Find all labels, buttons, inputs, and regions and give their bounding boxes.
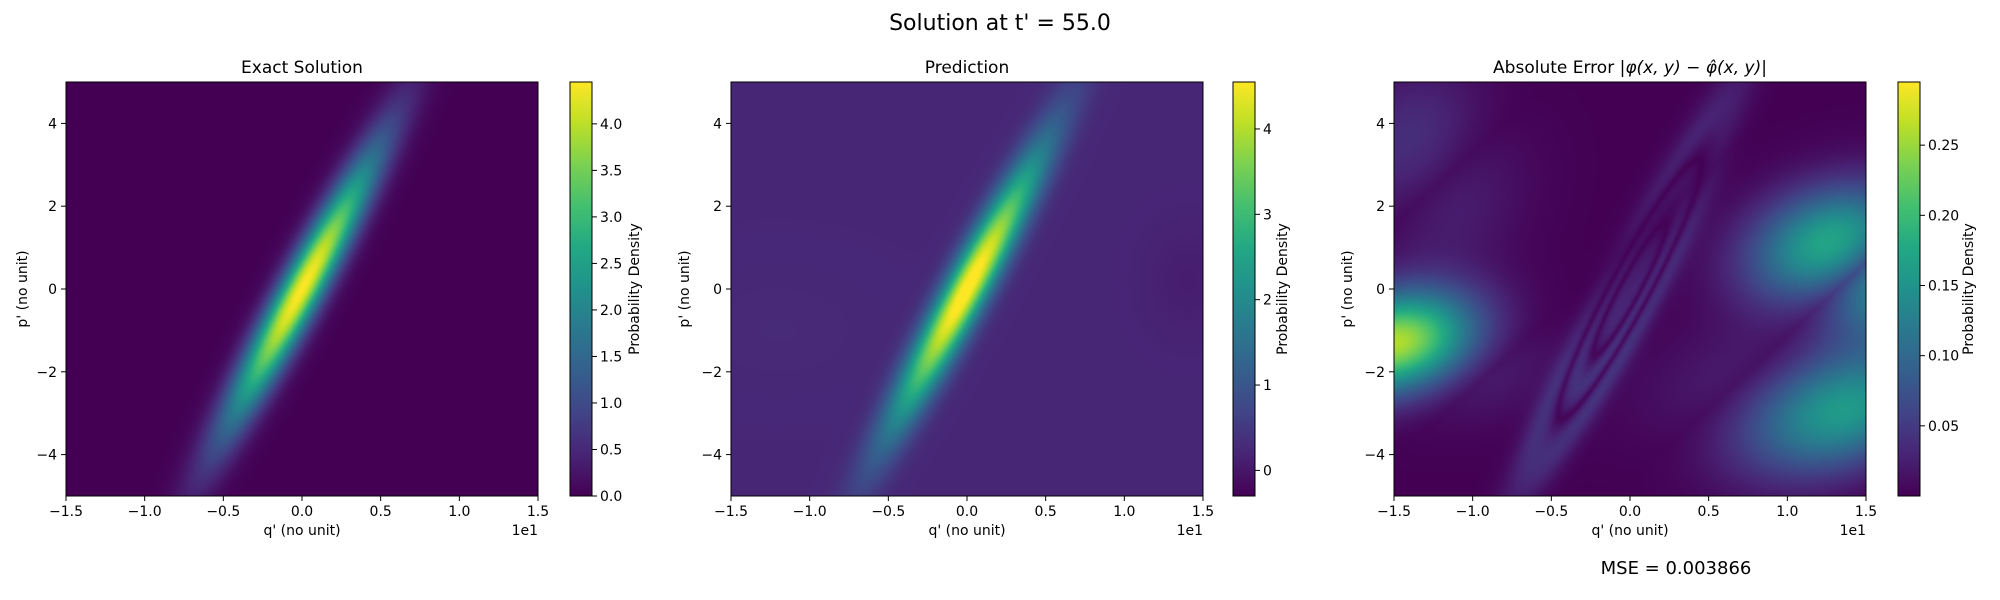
colorbar-tick-label: 3.0 [600, 210, 622, 226]
x-tick-label: 1.0 [448, 504, 470, 520]
colorbar-tick-label: 2 [1263, 293, 1272, 309]
y-tick-label: 0 [1376, 282, 1385, 298]
y-tick-label: 0 [48, 282, 57, 298]
y-tick-label: 0 [713, 282, 722, 298]
panel-title-error: Absolute Error |φ(x, y) − φ̂(x, y)| [1493, 58, 1767, 78]
y-tick-label: −2 [1364, 365, 1385, 381]
panel-exact-solution: Exact Solution −1.5 −1.0 −0.5 0.0 0.5 1.0 1.5 … [15, 58, 643, 539]
colorbar-tick-label: 2.5 [600, 256, 622, 272]
y-tick-label: 4 [1376, 116, 1385, 132]
colorbar-tick-label: 4 [1263, 122, 1272, 138]
x-tick-label: −1.5 [714, 504, 748, 520]
figure-title: Solution at t' = 55.0 [889, 11, 1111, 36]
x-tick-label: 0.0 [291, 504, 313, 520]
mse-text: MSE = 0.003866 [1601, 558, 1752, 579]
x-tick-label: 1.5 [527, 504, 549, 520]
x-ticks-error: −1.5 −1.0 −0.5 0.0 0.5 1.0 1.5 [1377, 496, 1877, 520]
x-tick-label: −0.5 [871, 504, 905, 520]
y-tick-label: −4 [1364, 448, 1385, 464]
heatmap-prediction [731, 82, 1203, 496]
panel-title-error-text: Absolute Error [1493, 58, 1614, 78]
colorbar-prediction [1232, 81, 1256, 497]
x-axis-label-exact: q' (no unit) [263, 523, 340, 539]
panel-prediction: Prediction −1.5 −1.0 −0.5 0.0 0.5 1.0 1.5 −4 −2… [677, 58, 1291, 539]
x-tick-label: 1.5 [1855, 504, 1877, 520]
y-tick-label: 2 [48, 199, 57, 215]
colorbar-tick-label: 3 [1263, 207, 1272, 223]
colorbar-tick-label: 3.5 [600, 163, 622, 179]
y-tick-label: 2 [713, 199, 722, 215]
y-tick-label: −2 [36, 365, 57, 381]
x-tick-label: 0.5 [1698, 504, 1720, 520]
heatmap-error [1394, 82, 1866, 496]
colorbar-tick-label: 4.0 [600, 117, 622, 133]
x-tick-label: 1.0 [1776, 504, 1798, 520]
colorbar-ticks-prediction: 0 1 2 3 4 [1255, 122, 1272, 479]
x-tick-label: −1.0 [128, 504, 162, 520]
y-axis-label-exact: p' (no unit) [15, 250, 31, 327]
x-axis-label-prediction: q' (no unit) [928, 523, 1005, 539]
y-tick-label: 4 [48, 116, 57, 132]
x-tick-label: 0.5 [1035, 504, 1057, 520]
colorbar-tick-label: 1.0 [600, 396, 622, 412]
x-tick-label: 0.0 [1619, 504, 1641, 520]
x-ticks-prediction: −1.5 −1.0 −0.5 0.0 0.5 1.0 1.5 [714, 496, 1214, 520]
y-tick-label: −4 [701, 448, 722, 464]
x-offset-text-exact: 1e1 [512, 523, 538, 539]
colorbar-label-error: Probability Density [1961, 223, 1977, 355]
colorbar-label-prediction: Probability Density [1275, 223, 1291, 355]
x-offset-text-prediction: 1e1 [1177, 523, 1203, 539]
panel-title-error-math: |φ(x, y) − φ̂(x, y)| [1620, 58, 1767, 78]
y-axis-label-prediction: p' (no unit) [677, 250, 693, 327]
colorbar-tick-label: 0 [1263, 463, 1272, 479]
y-tick-label: 2 [1376, 199, 1385, 215]
colorbar-label-exact: Probability Density [627, 223, 643, 355]
panel-absolute-error: Absolute Error |φ(x, y) − φ̂(x, y)| −1.5… [1340, 58, 1977, 539]
x-tick-label: 1.0 [1113, 504, 1135, 520]
y-axis-label-error: p' (no unit) [1340, 250, 1356, 327]
x-tick-label: −0.5 [1534, 504, 1568, 520]
x-axis-label-error: q' (no unit) [1591, 523, 1668, 539]
y-tick-label: −4 [36, 448, 57, 464]
colorbar-tick-label: 0.0 [600, 489, 622, 505]
colorbar-tick-label: 2.0 [600, 303, 622, 319]
heatmap-exact [66, 82, 538, 496]
colorbar-tick-label: 0.10 [1928, 349, 1959, 365]
panel-title-prediction: Prediction [925, 58, 1009, 78]
x-tick-label: 0.5 [370, 504, 392, 520]
colorbar-exact [569, 81, 593, 497]
colorbar-tick-label: 1.5 [600, 349, 622, 365]
colorbar-tick-label: 0.25 [1928, 138, 1959, 154]
colorbar-ticks-error: 0.05 0.10 0.15 0.20 0.25 [1920, 138, 1959, 435]
panel-title-exact: Exact Solution [241, 58, 363, 78]
x-ticks-exact: −1.5 −1.0 −0.5 0.0 0.5 1.0 1.5 [49, 496, 549, 520]
x-tick-label: −1.5 [49, 504, 83, 520]
x-tick-label: −1.5 [1377, 504, 1411, 520]
x-tick-label: −0.5 [206, 504, 240, 520]
x-tick-label: −1.0 [793, 504, 827, 520]
x-tick-label: −1.0 [1456, 504, 1490, 520]
x-offset-text-error: 1e1 [1840, 523, 1866, 539]
x-tick-label: 1.5 [1192, 504, 1214, 520]
x-tick-label: 0.0 [956, 504, 978, 520]
colorbar-error [1897, 81, 1921, 497]
y-tick-label: 4 [713, 116, 722, 132]
y-ticks-prediction: −4 −2 0 2 4 [701, 116, 731, 464]
colorbar-tick-label: 0.15 [1928, 278, 1959, 294]
colorbar-tick-label: 0.20 [1928, 208, 1959, 224]
y-ticks-error: −4 −2 0 2 4 [1364, 116, 1394, 464]
y-tick-label: −2 [701, 365, 722, 381]
colorbar-tick-label: 0.5 [600, 442, 622, 458]
colorbar-tick-label: 1 [1263, 378, 1272, 394]
colorbar-ticks-exact: 0.0 0.5 1.0 1.5 2.0 2.5 3.0 3.5 4.0 [592, 117, 622, 505]
y-ticks-exact: −4 −2 0 2 4 [36, 116, 66, 464]
colorbar-tick-label: 0.05 [1928, 419, 1959, 435]
